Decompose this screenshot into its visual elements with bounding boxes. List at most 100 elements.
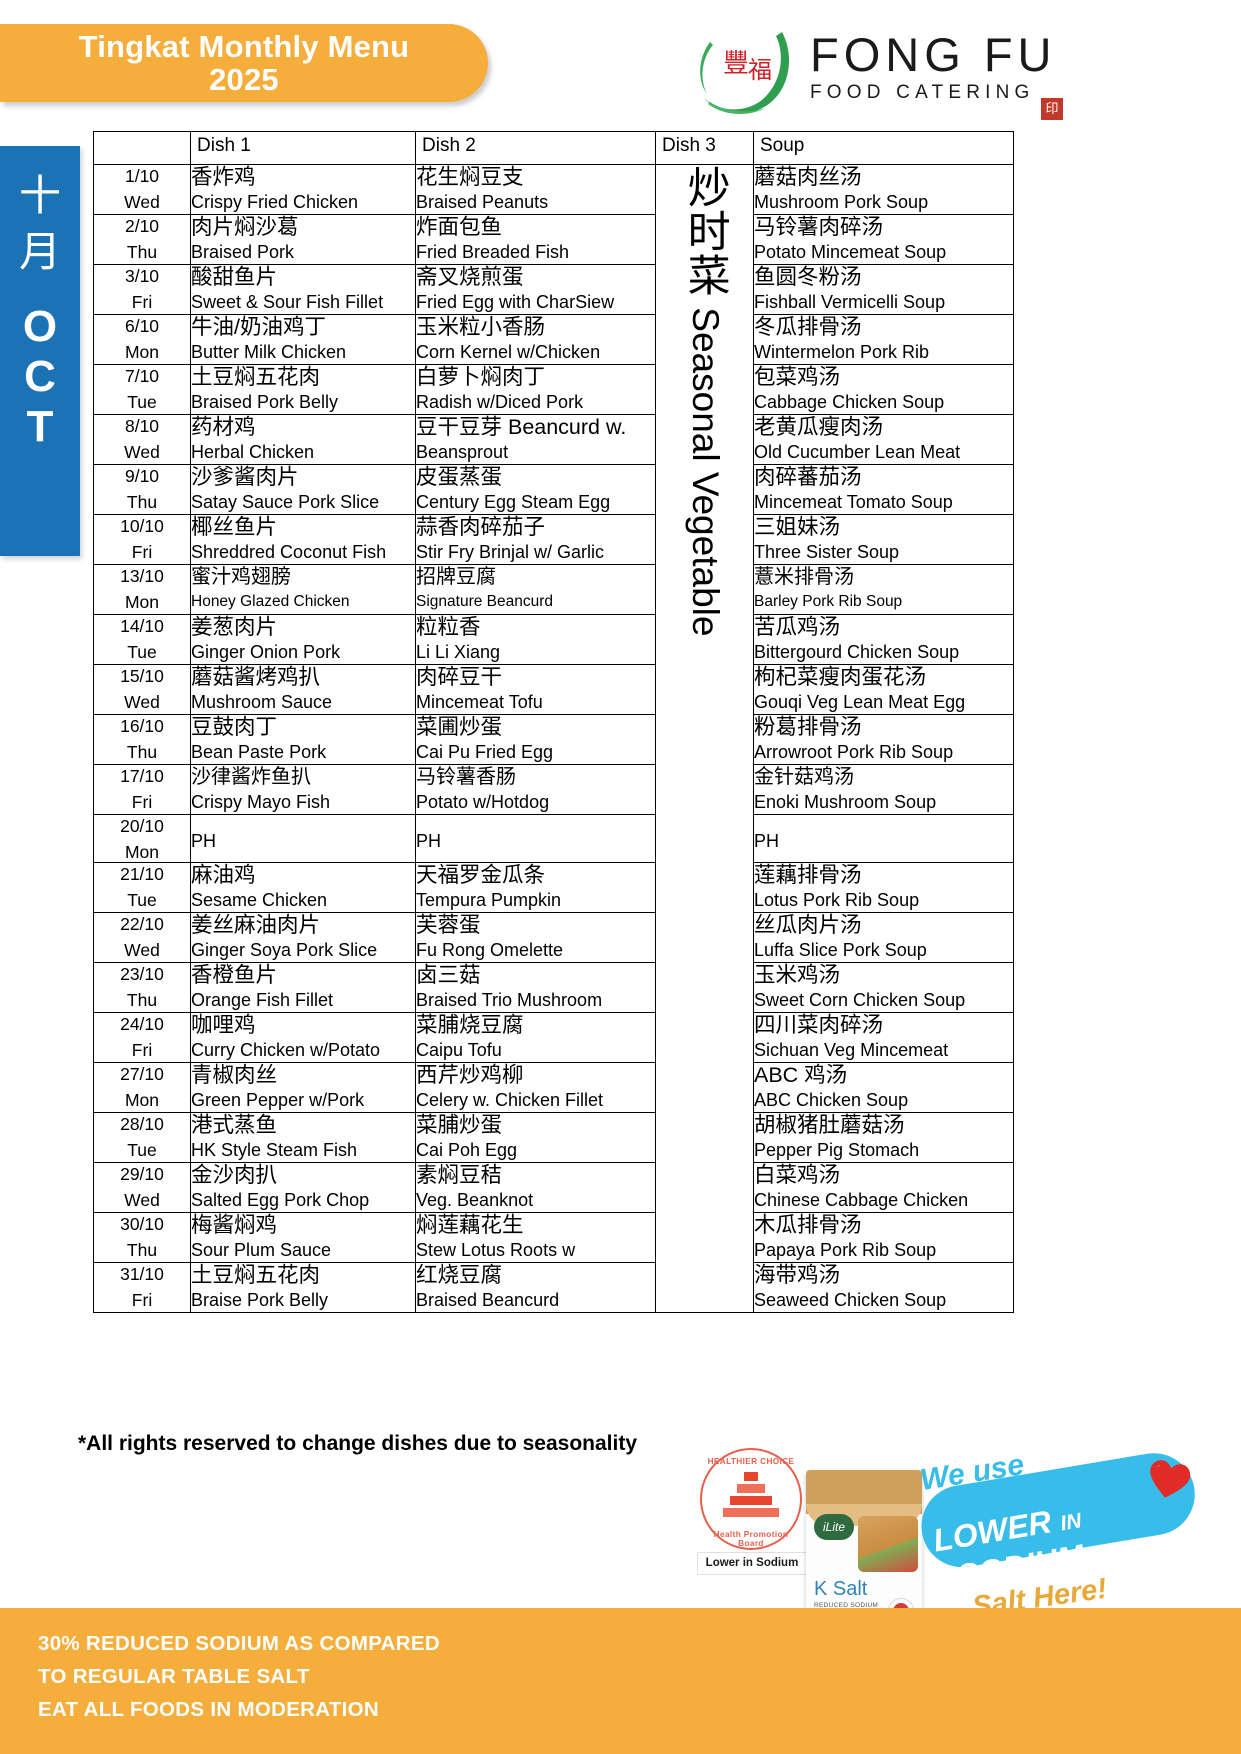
row-soup-cell-chinese: 四川菜肉碎汤 [754,1013,884,1037]
table-row: 13/10 Mon 蜜汁鸡翅膀 Honey Glazed Chicken 招牌豆腐 Sig… [93,564,1014,615]
row-date-cell: 15/10 Wed [93,664,191,715]
heart-icon [1142,1454,1196,1505]
row-dish2-cell-english: Li Li Xiang [416,642,501,662]
row-weekday: Wed [124,192,160,212]
row-weekday: Fri [131,792,153,812]
row-soup-cell-english: Pepper Pig Stomach [754,1140,920,1160]
row-soup-cell-english: Old Cucumber Lean Meat [754,442,961,462]
table-row: 23/10 Thu 香橙鱼片 Orange Fish Fillet 卤三菇 Braised… [93,962,1014,1013]
row-dish2-cell: 菜圃炒蛋 Cai Pu Fried Egg [415,714,656,765]
row-soup-cell-chinese: 苦瓜鸡汤 [754,615,841,639]
row-dish2-cell-english: Fried Egg with CharSiew [416,292,615,312]
row-date: 23/10 [120,964,164,984]
row-dish2-cell-chinese: 红烧豆腐 [416,1263,503,1287]
row-date-cell: 31/10 Fri [93,1262,191,1313]
row-dish2-cell-chinese: 皮蛋蒸蛋 [416,465,503,489]
table-row: 15/10 Wed 蘑菇酱烤鸡扒 Mushroom Sauce 肉碎豆干 Mincemea… [93,664,1014,715]
dish3-english: Seasonal Vegetable [685,297,727,637]
brand-seal-char: 印 [1045,101,1059,116]
row-dish2-cell-ph: PH [416,831,442,851]
row-dish2-cell-english: Century Egg Steam Egg [416,492,611,512]
row-soup-cell: 莲藕排骨汤 Lotus Pork Rib Soup [753,862,1014,913]
row-date: 27/10 [120,1064,164,1084]
row-soup-cell: 蘑菇肉丝汤 Mushroom Pork Soup [753,164,1014,215]
row-soup-cell-chinese: 老黄瓜瘦肉汤 [754,415,884,439]
row-soup-cell: 玉米鸡汤 Sweet Corn Chicken Soup [753,962,1014,1013]
row-date-cell: 7/10 Tue [93,364,191,415]
row-dish1-cell-english: Crispy Fried Chicken [191,192,359,212]
row-dish2-cell: 菜脯炒蛋 Cai Poh Egg [415,1112,656,1163]
row-dish2-cell: 焖莲藕花生 Stew Lotus Roots w [415,1212,656,1263]
table-row: 21/10 Tue 麻油鸡 Sesame Chicken 天福罗金瓜条 Tempura P… [93,862,1014,913]
table-row: 17/10 Fri 沙律酱炸鱼扒 Crispy Mayo Fish 马铃薯香肠 Potat… [93,764,1014,815]
row-dish1-cell-english: Green Pepper w/Pork [191,1090,365,1110]
row-dish1-cell-chinese: 土豆焖五花肉 [191,365,321,389]
row-soup-cell: 薏米排骨汤 Barley Pork Rib Soup [753,564,1014,615]
row-dish2-cell: 蒜香肉碎茄子 Stir Fry Brinjal w/ Garlic [415,514,656,565]
brand-wordmark: FONG FU FOOD CATERING [810,30,1056,104]
row-dish1-cell-chinese: 香炸鸡 [191,165,256,189]
row-weekday: Tue [127,890,157,910]
row-dish1-cell-english: Shreddred Coconut Fish [191,542,387,562]
header-dish1-label: Dish 1 [197,135,251,156]
healthier-choice-top-text: HEALTHIER CHOICE [707,1457,795,1466]
row-soup-cell-chinese: 冬瓜排骨汤 [754,315,862,339]
table-row: 10/10 Fri 椰丝鱼片 Shreddred Coconut Fish 蒜香肉碎茄子… [93,514,1014,565]
row-dish1-cell: 麻油鸡 Sesame Chicken [190,862,416,913]
row-dish1-cell-chinese: 沙律酱炸鱼扒 [191,766,311,788]
row-dish1-cell: 椰丝鱼片 Shreddred Coconut Fish [190,514,416,565]
row-dish1-cell: 沙爹酱肉片 Satay Sauce Pork Slice [190,464,416,515]
row-dish1-cell-english: Orange Fish Fillet [191,990,334,1010]
row-dish1-cell-english: Sour Plum Sauce [191,1240,332,1260]
brand-mark-chinese-2: 福 [748,56,772,84]
row-soup-cell-chinese: 枸杞菜瘦肉蛋花汤 [754,665,927,689]
row-dish1-cell: 牛油/奶油鸡丁 Butter Milk Chicken [190,314,416,365]
brand-mark-chinese: 豐 [723,49,749,79]
row-date: 24/10 [120,1014,164,1034]
brand-logo: 豐 福 FONG FU FOOD CATERING 印 [690,14,1090,120]
header-soup: Soup [753,131,1014,165]
row-dish1-cell-chinese: 酸甜鱼片 [191,265,278,289]
pack-brand-badge: iLite [814,1514,854,1540]
row-date-cell: 29/10 Wed [93,1162,191,1213]
brand-name: FONG FU [810,28,1057,81]
header-dish1: Dish 1 [190,131,416,165]
row-date-cell: 28/10 Tue [93,1112,191,1163]
row-dish2-cell: 西芹炒鸡柳 Celery w. Chicken Fillet [415,1062,656,1113]
row-date-cell: 24/10 Fri [93,1012,191,1063]
menu-title-line1: Tingkat Monthly Menu [78,29,410,64]
row-date-cell: 14/10 Tue [93,614,191,665]
row-dish1-cell-chinese: 蘑菇酱烤鸡扒 [191,665,321,689]
row-dish1-cell-chinese: 麻油鸡 [191,863,256,887]
brand-tagline: FOOD CATERING [810,82,1035,103]
pack-product-title: K Salt [814,1578,868,1600]
row-dish2-cell-chinese: 焖莲藕花生 [416,1213,524,1237]
row-weekday: Tue [127,392,157,412]
row-soup-cell: 粉葛排骨汤 Arrowroot Pork Rib Soup [753,714,1014,765]
dish3-vertical-text: 炒时菜 Seasonal Vegetable [681,165,729,637]
row-dish2-cell: 卤三菇 Braised Trio Mushroom [415,962,656,1013]
header-dish3-label: Dish 3 [662,135,716,156]
menu-table: Dish 1 Dish 2 Dish 3 Soup 1/10 Wed 香炸鸡 Cris… [93,131,1014,1313]
row-dish2-cell-chinese: 卤三菇 [416,963,481,987]
row-dish2-cell: 粒粒香 Li Li Xiang [415,614,656,665]
row-soup-cell-english: Fishball Vermicelli Soup [754,292,946,312]
row-soup-cell: 冬瓜排骨汤 Wintermelon Pork Rib [753,314,1014,365]
row-dish1-cell-english: Sweet & Sour Fish Fillet [191,292,384,312]
row-dish2-cell: 玉米粒小香肠 Corn Kernel w/Chicken [415,314,656,365]
row-dish1-cell: 港式蒸鱼 HK Style Steam Fish [190,1112,416,1163]
row-date: 17/10 [120,766,164,786]
row-date-cell: 6/10 Mon [93,314,191,365]
row-dish1-cell: 青椒肉丝 Green Pepper w/Pork [190,1062,416,1113]
row-dish1-cell-english: Butter Milk Chicken [191,342,347,362]
page-header: Tingkat Monthly Menu 2025 豐 福 FONG FU FO… [0,0,1241,126]
green-brush-circle-icon: 豐 福 [700,32,790,114]
menu-table-body: 1/10 Wed 香炸鸡 Crispy Fried Chicken 花生焖豆支 Brais… [93,164,1014,1313]
table-row: 30/10 Thu 梅酱焖鸡 Sour Plum Sauce 焖莲藕花生 Stew Lot… [93,1212,1014,1263]
row-weekday: Thu [126,492,158,512]
row-dish2-cell-english: Cai Poh Egg [416,1140,518,1160]
row-date-cell: 27/10 Mon [93,1062,191,1113]
table-row: 9/10 Thu 沙爹酱肉片 Satay Sauce Pork Slice 皮蛋蒸蛋 Ce… [93,464,1014,515]
row-weekday: Wed [124,442,160,462]
row-dish1-cell: 咖哩鸡 Curry Chicken w/Potato [190,1012,416,1063]
